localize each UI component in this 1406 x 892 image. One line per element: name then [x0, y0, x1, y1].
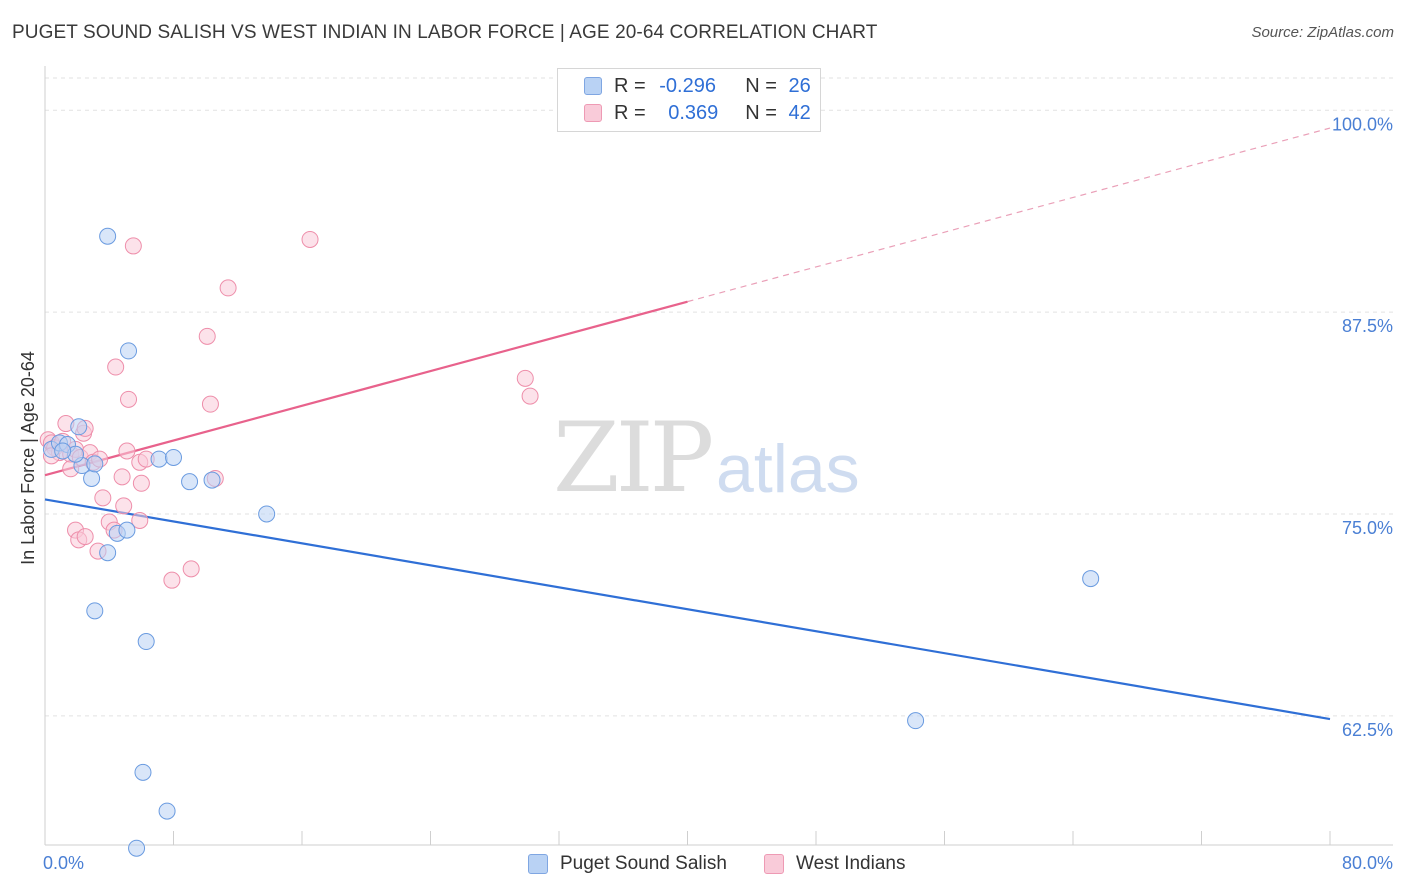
legend-r-label: R =: [614, 74, 652, 97]
bottom-legend-label-west-indians: West Indians: [796, 853, 906, 874]
legend-row-west-indians: R = 0.369 N = 42: [584, 101, 811, 125]
point-puget: [158, 802, 176, 820]
trend-line: [44, 498, 1331, 721]
point-puget: [99, 227, 117, 245]
point-west-indians: [201, 395, 219, 413]
bottom-legend-puget: Puget Sound Salish: [528, 852, 727, 876]
trend-lines: [44, 127, 1331, 721]
y-tick-label: 100.0%: [1332, 114, 1393, 134]
point-puget: [165, 448, 182, 466]
point-puget: [70, 418, 88, 436]
watermark-atlas: atlas: [716, 431, 860, 507]
point-west-indians: [198, 327, 216, 345]
chart-title: PUGET SOUND SALISH VS WEST INDIAN IN LAB…: [12, 22, 878, 43]
point-puget: [907, 712, 925, 730]
point-puget: [99, 544, 117, 562]
x-tick-label: 80.0%: [1342, 853, 1393, 873]
point-west-indians: [76, 528, 94, 546]
legend-swatch-west-indians: [584, 104, 602, 122]
point-west-indians: [107, 358, 125, 376]
legend-n-label: N =: [745, 101, 783, 124]
y-tick-label: 75.0%: [1342, 518, 1393, 538]
point-puget: [86, 602, 104, 620]
point-puget: [258, 505, 276, 523]
axes: [44, 66, 1393, 846]
legend-n-value: 42: [788, 101, 811, 124]
point-puget: [128, 839, 146, 857]
point-puget: [83, 469, 101, 487]
point-west-indians: [94, 489, 112, 507]
point-puget: [86, 455, 104, 473]
bottom-legend-swatch-puget: [528, 854, 548, 874]
point-puget: [120, 342, 138, 360]
bottom-legend-west-indians: West Indians: [764, 852, 905, 876]
point-puget: [137, 633, 155, 651]
data-points: [39, 227, 1100, 857]
point-west-indians: [118, 442, 136, 460]
point-puget: [1082, 570, 1100, 588]
point-west-indians: [219, 279, 237, 297]
legend-r-label: R =: [614, 101, 652, 124]
legend-swatch-puget: [584, 77, 602, 95]
y-tick-label: 87.5%: [1342, 316, 1393, 336]
x-tick-label: 0.0%: [43, 853, 84, 873]
watermark-zip: ZIP: [553, 402, 714, 514]
legend-row-puget: R = -0.296 N = 26: [584, 74, 811, 98]
point-west-indians: [516, 369, 534, 387]
trend-line-solid: [44, 300, 688, 477]
bottom-legend-swatch-west-indians: [764, 854, 784, 874]
grid-lines: [45, 77, 1393, 717]
y-axis-title: In Labor Force | Age 20-64: [18, 351, 38, 565]
legend-r-value: -0.296: [659, 74, 716, 97]
point-west-indians: [124, 237, 142, 255]
source-credit: Source: ZipAtlas.com: [1251, 24, 1394, 41]
bottom-legend-label-puget: Puget Sound Salish: [560, 853, 727, 874]
point-west-indians: [131, 511, 149, 529]
legend-n-value: 26: [788, 74, 811, 97]
point-puget: [54, 442, 72, 460]
point-west-indians: [113, 468, 131, 486]
point-west-indians: [115, 497, 133, 515]
point-puget: [150, 450, 168, 468]
y-tick-label: 62.5%: [1342, 720, 1393, 740]
legend-n-label: N =: [745, 74, 783, 97]
point-west-indians: [120, 390, 138, 408]
point-puget: [203, 471, 221, 489]
tick-labels: 62.5% 75.0% 87.5% 100.0% 0.0% 80.0%: [43, 114, 1393, 873]
trend-line-dashed: [687, 127, 1331, 303]
point-west-indians: [301, 230, 319, 248]
point-west-indians: [163, 571, 181, 589]
point-puget: [181, 473, 199, 491]
point-puget: [134, 763, 152, 781]
point-west-indians: [182, 560, 200, 578]
point-puget: [118, 521, 136, 539]
point-west-indians: [132, 474, 150, 492]
point-west-indians: [521, 387, 539, 405]
stats-legend: R = -0.296 N = 26 R = 0.369 N = 42: [557, 68, 821, 132]
legend-r-value: 0.369: [668, 101, 719, 124]
